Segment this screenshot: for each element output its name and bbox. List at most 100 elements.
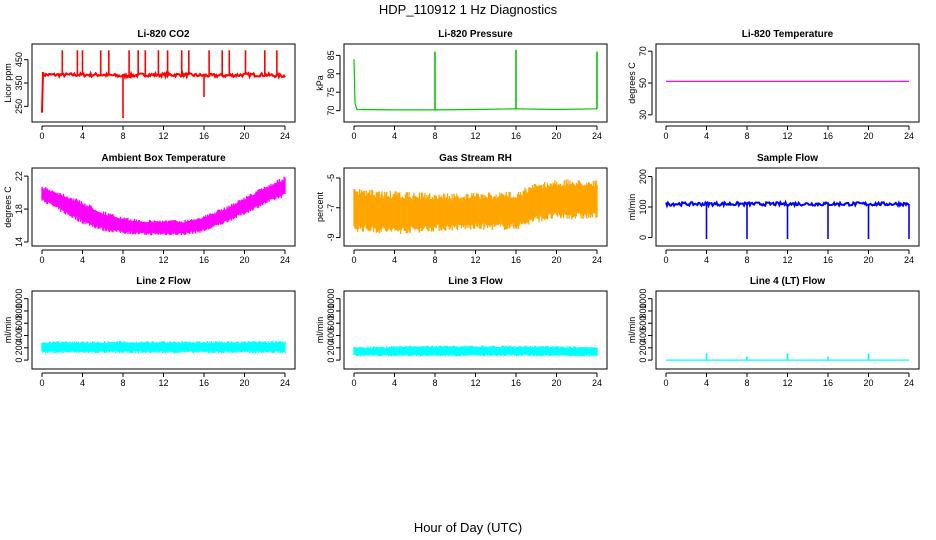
y-axis-label: ml/min — [3, 317, 13, 344]
x-tick-label: 4 — [392, 378, 397, 388]
x-tick-label: 8 — [432, 255, 437, 265]
y-axis: -9 -7 -5 — [326, 174, 341, 242]
panel-title: Ambient Box Temperature — [101, 153, 226, 164]
y-axis-label: ml/min — [627, 317, 637, 344]
chart-panel: Line 4 (LT) Flow 0 4 8 12 16 20 24 0 200400600800… — [627, 276, 920, 388]
y-axis: 30 50 70 — [638, 46, 653, 120]
plot-frame — [655, 43, 920, 123]
x-tick-label: 24 — [904, 131, 914, 141]
y-axis-label: ml/min — [315, 317, 325, 344]
plot-frame — [343, 290, 608, 370]
plot-area — [41, 50, 286, 118]
y-axis: 14 18 22 — [14, 171, 29, 247]
x-tick-label: 12 — [470, 131, 480, 141]
y-tick-label: 800 — [326, 303, 336, 318]
plot-area — [353, 179, 598, 234]
y-tick-label: 85 — [326, 50, 336, 60]
y-tick-label: 0 — [326, 358, 336, 363]
x-tick-label: 8 — [120, 131, 125, 141]
x-tick-label: 4 — [392, 255, 397, 265]
x-tick-label: 4 — [80, 131, 85, 141]
x-tick-label: 16 — [823, 131, 833, 141]
x-tick-label: 16 — [511, 255, 521, 265]
x-tick-label: 12 — [782, 378, 792, 388]
x-tick-label: 8 — [744, 378, 749, 388]
chart-panel: Ambient Box Temperature 0 4 8 12 16 20 24 14 18 22… — [3, 153, 296, 265]
x-tick-label: 24 — [904, 378, 914, 388]
y-tick-label: 800 — [14, 303, 24, 318]
y-tick-label: 200 — [638, 340, 648, 355]
plot-area — [353, 49, 598, 111]
x-tick-label: 20 — [863, 378, 873, 388]
y-axis: 250 350 450 — [14, 52, 29, 114]
x-tick-label: 24 — [904, 255, 914, 265]
y-tick-label: 400 — [326, 328, 336, 343]
y-tick-label: 0 — [14, 358, 24, 363]
plot-area — [666, 353, 909, 361]
x-tick-label: 24 — [280, 131, 290, 141]
x-axis: 0 4 8 12 16 20 24 — [39, 125, 290, 141]
x-tick-label: 20 — [551, 255, 561, 265]
y-tick-label: -9 — [326, 234, 336, 242]
x-tick-label: 4 — [704, 378, 709, 388]
data-line — [41, 70, 286, 113]
x-tick-label: 8 — [744, 131, 749, 141]
x-tick-label: 20 — [551, 378, 561, 388]
x-tick-label: 20 — [863, 131, 873, 141]
x-tick-label: 24 — [592, 255, 602, 265]
y-tick-label: 70 — [326, 106, 336, 116]
plot-area — [665, 199, 910, 239]
panel-title: Line 3 Flow — [448, 276, 503, 287]
y-axis-label: Licor ppm — [3, 63, 13, 103]
figure-xlabel: Hour of Day (UTC) — [414, 520, 522, 535]
y-tick-label: 0 — [638, 358, 648, 363]
panel-title: Li-820 Temperature — [742, 29, 834, 40]
chart-panel: Li-820 Pressure 0 4 8 12 16 20 24 70 75 80 85 kPa — [315, 29, 608, 141]
panel-title: Li-820 CO2 — [137, 29, 190, 40]
y-tick-label: 30 — [638, 110, 648, 120]
x-tick-label: 4 — [80, 255, 85, 265]
x-tick-label: 24 — [280, 378, 290, 388]
x-tick-label: 8 — [744, 255, 749, 265]
x-tick-label: 0 — [663, 255, 668, 265]
y-tick-label: 400 — [14, 328, 24, 343]
y-tick-label: 75 — [326, 87, 336, 97]
plot-frame — [343, 43, 608, 123]
x-tick-label: 8 — [432, 378, 437, 388]
plot-area — [41, 341, 286, 354]
x-tick-label: 24 — [592, 378, 602, 388]
x-tick-label: 16 — [511, 131, 521, 141]
panel-title: Gas Stream RH — [439, 153, 512, 164]
y-tick-label: 1000 — [14, 289, 24, 309]
x-tick-label: 16 — [823, 255, 833, 265]
y-tick-label: 350 — [14, 75, 24, 90]
x-tick-label: 8 — [432, 131, 437, 141]
x-tick-label: 4 — [392, 131, 397, 141]
x-tick-label: 4 — [704, 131, 709, 141]
data-line — [353, 59, 598, 111]
plot-area — [353, 345, 598, 357]
chart-panel: Gas Stream RH 0 4 8 12 16 20 24 -9 -7 -5 percent — [315, 153, 608, 265]
x-tick-label: 12 — [158, 378, 168, 388]
x-tick-label: 0 — [351, 131, 356, 141]
x-tick-label: 0 — [351, 255, 356, 265]
plot-frame — [31, 43, 296, 123]
x-tick-label: 16 — [199, 378, 209, 388]
y-axis-label: degrees C — [3, 186, 13, 228]
plot-frame — [655, 167, 920, 247]
y-tick-label: 80 — [326, 69, 336, 79]
x-axis: 0 4 8 12 16 20 24 — [663, 125, 914, 141]
x-axis: 0 4 8 12 16 20 24 — [351, 125, 602, 141]
y-tick-label: 22 — [14, 171, 24, 181]
y-tick-label: 100 — [638, 199, 648, 214]
plot-frame — [31, 167, 296, 247]
x-tick-label: 0 — [663, 131, 668, 141]
y-axis: 70 75 80 85 — [326, 50, 341, 116]
x-tick-label: 16 — [511, 378, 521, 388]
x-tick-label: 16 — [199, 131, 209, 141]
x-tick-label: 16 — [199, 255, 209, 265]
